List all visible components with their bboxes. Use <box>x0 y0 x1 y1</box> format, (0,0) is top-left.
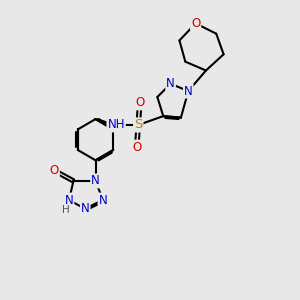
Text: N: N <box>91 174 100 188</box>
Text: O: O <box>135 96 144 110</box>
Text: N: N <box>166 77 175 90</box>
Text: N: N <box>81 202 90 215</box>
Text: O: O <box>50 164 59 177</box>
Text: H: H <box>62 206 70 215</box>
Text: N: N <box>65 194 74 207</box>
Text: O: O <box>132 141 141 154</box>
Text: N: N <box>98 194 107 207</box>
Text: NH: NH <box>107 118 125 131</box>
Text: N: N <box>184 85 193 98</box>
Text: S: S <box>134 118 142 131</box>
Text: O: O <box>191 17 200 30</box>
